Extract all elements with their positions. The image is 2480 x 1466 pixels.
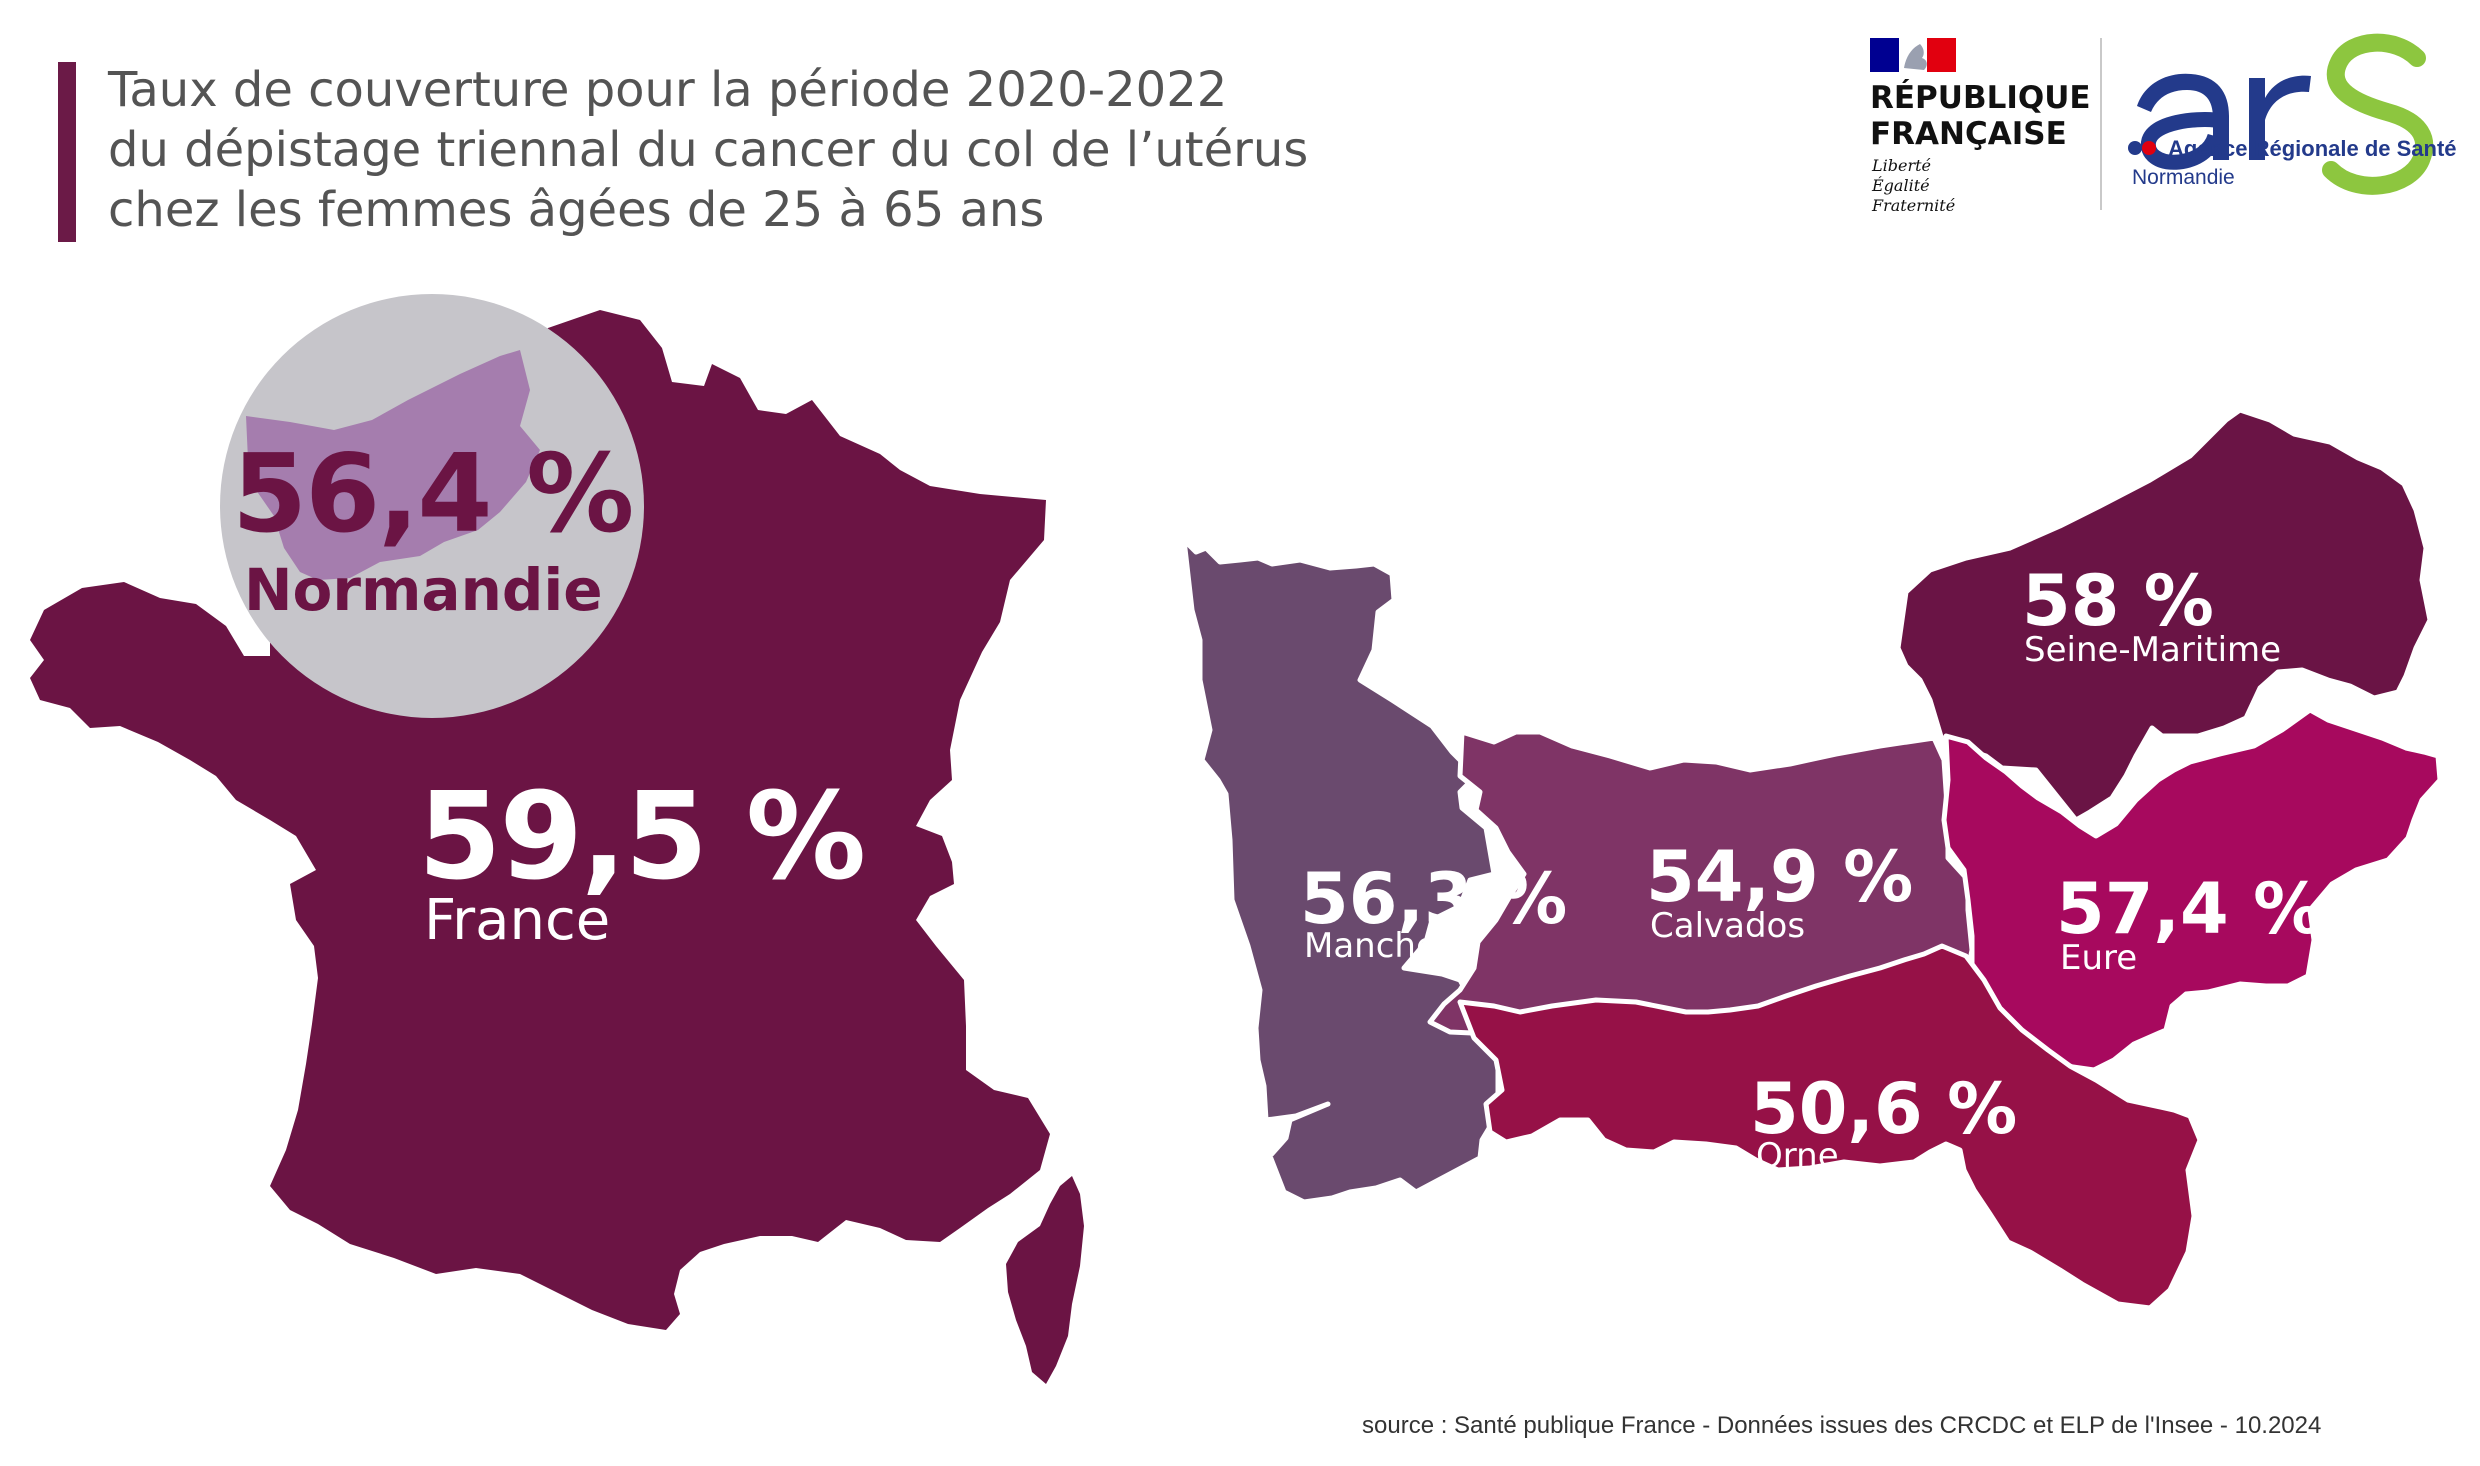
- republique-francaise-logo: RÉPUBLIQUE FRANÇAISE Liberté Égalité Fra…: [1870, 38, 2091, 223]
- eure-value: 57,4 %: [2056, 868, 2324, 950]
- orne-label: Orne: [1756, 1136, 1839, 1176]
- seine-maritime-value: 58 %: [2022, 560, 2214, 642]
- normandie-inset-shape: [246, 350, 540, 580]
- france-value: 59,5 %: [418, 768, 866, 907]
- republique-motto: Liberté Égalité Fraternité: [1872, 156, 1956, 215]
- france-map: [30, 294, 1084, 1384]
- calvados-label: Calvados: [1650, 906, 1806, 946]
- logo-divider: [2100, 38, 2102, 210]
- title-line-1: Taux de couverture pour la période 2020-…: [108, 62, 1228, 118]
- title-accent-bar: [58, 62, 76, 242]
- marianne-flag-icon: [1870, 38, 1956, 72]
- ars-logo: [2128, 33, 2434, 195]
- calvados-value: 54,9 %: [1646, 836, 1914, 918]
- ars-region: Normandie: [2132, 166, 2235, 189]
- republique-name: RÉPUBLIQUE FRANÇAISE: [1870, 80, 2091, 152]
- manche-value: 56,3 %: [1300, 858, 1568, 940]
- manche-label: Manche: [1304, 926, 1437, 966]
- normandie-label: Normandie: [244, 556, 603, 624]
- source-note: source : Santé publique France - Données…: [1362, 1412, 2322, 1439]
- france-label: France: [424, 888, 611, 953]
- ars-dot-blue: [2128, 141, 2142, 155]
- title-line-2: du dépistage triennal du cancer du col d…: [108, 122, 1309, 178]
- normandie-value: 56,4 %: [232, 432, 634, 557]
- normandie-departments-map: [1181, 407, 2440, 1311]
- corsica-shape: [1006, 1176, 1084, 1384]
- ars-subtitle: Agence Régionale de Santé: [2168, 136, 2457, 161]
- page-title: Taux de couverture pour la période 2020-…: [108, 60, 1308, 240]
- orne-shape: [1457, 943, 2203, 1311]
- ars-dot-red: [2142, 141, 2156, 155]
- orne-value: 50,6 %: [1750, 1068, 2018, 1150]
- seine-maritime-label: Seine-Maritime: [2024, 630, 2282, 670]
- title-line-3: chez les femmes âgées de 25 à 65 ans: [108, 182, 1045, 238]
- eure-label: Eure: [2060, 938, 2138, 978]
